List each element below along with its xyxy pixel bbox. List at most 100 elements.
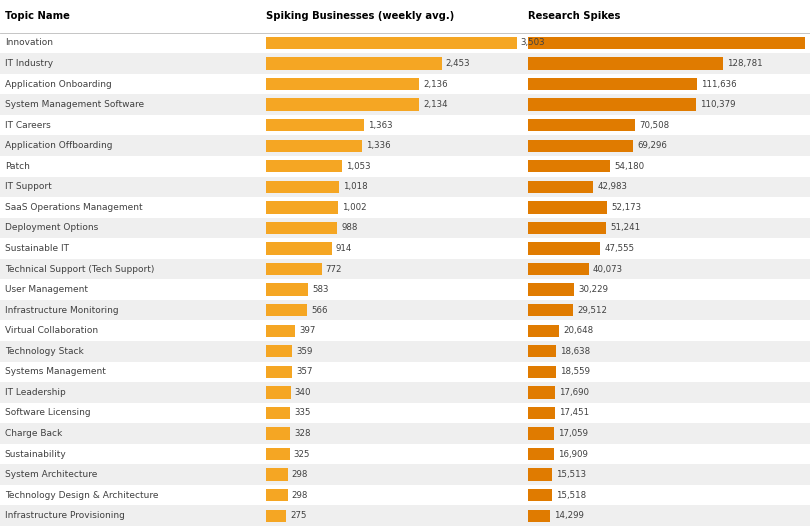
Bar [528,180,593,193]
Text: Systems Management: Systems Management [5,367,106,376]
Bar [0,279,810,300]
Text: 40,073: 40,073 [593,265,623,274]
Bar [528,345,556,358]
Text: 566: 566 [311,306,327,315]
Bar [0,320,810,341]
Bar [0,485,810,505]
Text: 17,690: 17,690 [559,388,589,397]
Bar [266,222,337,234]
Text: Research Spikes: Research Spikes [528,11,620,22]
Text: 1,002: 1,002 [342,203,367,212]
Text: Sustainable IT: Sustainable IT [5,244,69,253]
Text: Innovation: Innovation [5,38,53,47]
Bar [266,345,292,358]
Text: 988: 988 [341,224,357,232]
Text: 18,559: 18,559 [561,367,590,376]
Text: 69,296: 69,296 [637,141,667,150]
Bar [0,0,810,33]
Bar [0,341,810,361]
Bar [266,78,419,90]
Bar [266,98,419,111]
Text: Software Licensing: Software Licensing [5,408,91,418]
Text: 397: 397 [299,326,315,335]
Bar [0,300,810,320]
Bar [0,238,810,259]
Bar [528,263,589,275]
Bar [528,201,608,214]
Text: 42,983: 42,983 [597,183,628,191]
Text: 18,638: 18,638 [561,347,590,356]
Text: 340: 340 [295,388,311,397]
Bar [0,53,810,74]
Text: 3,503: 3,503 [521,38,545,47]
Text: Patch: Patch [5,161,30,171]
Text: IT Careers: IT Careers [5,120,50,129]
Bar [528,510,550,522]
Text: 16,909: 16,909 [558,450,588,459]
Bar [528,386,555,399]
Text: Infrastructure Provisioning: Infrastructure Provisioning [5,511,125,520]
Text: 15,518: 15,518 [556,491,586,500]
Bar [528,37,805,49]
Text: SaaS Operations Management: SaaS Operations Management [5,203,143,212]
Bar [528,469,552,481]
Bar [266,510,286,522]
Bar [0,177,810,197]
Text: System Management Software: System Management Software [5,100,144,109]
Bar [266,57,441,69]
Text: System Architecture: System Architecture [5,470,97,479]
Bar [528,407,555,419]
Bar [528,242,600,255]
Text: 128,781: 128,781 [727,59,763,68]
Bar [266,386,291,399]
Bar [0,403,810,423]
Bar [528,98,696,111]
Text: 772: 772 [326,265,342,274]
Bar [266,407,291,419]
Bar [528,325,560,337]
Bar [266,180,339,193]
Text: 182,636: 182,636 [809,38,810,47]
Bar [266,160,342,173]
Text: Application Onboarding: Application Onboarding [5,79,112,88]
Bar [0,33,810,53]
Bar [528,304,573,316]
Bar [528,57,723,69]
Bar [528,139,633,152]
Text: 54,180: 54,180 [614,161,645,171]
Bar [0,444,810,464]
Text: Technology Stack: Technology Stack [5,347,83,356]
Bar [266,119,364,132]
Text: 2,136: 2,136 [423,79,448,88]
Bar [266,242,332,255]
Text: 298: 298 [292,470,309,479]
Bar [528,284,574,296]
Bar [0,135,810,156]
Bar [528,489,552,501]
Text: 111,636: 111,636 [701,79,737,88]
Bar [528,366,556,378]
Bar [0,505,810,526]
Text: 15,513: 15,513 [556,470,586,479]
Text: IT Leadership: IT Leadership [5,388,66,397]
Bar [266,448,290,460]
Text: 30,229: 30,229 [578,285,608,294]
Text: 325: 325 [294,450,310,459]
Bar [0,382,810,403]
Text: 14,299: 14,299 [554,511,584,520]
Bar [266,325,295,337]
Text: 17,451: 17,451 [559,408,589,418]
Text: Technology Design & Architecture: Technology Design & Architecture [5,491,159,500]
Text: Spiking Businesses (weekly avg.): Spiking Businesses (weekly avg.) [266,11,454,22]
Bar [0,94,810,115]
Text: 52,173: 52,173 [612,203,642,212]
Text: Charge Back: Charge Back [5,429,62,438]
Text: 51,241: 51,241 [610,224,640,232]
Bar [266,284,308,296]
Text: 328: 328 [294,429,310,438]
Text: Topic Name: Topic Name [5,11,70,22]
Text: 110,379: 110,379 [700,100,735,109]
Bar [266,366,292,378]
Text: 1,018: 1,018 [343,183,368,191]
Text: 29,512: 29,512 [577,306,607,315]
